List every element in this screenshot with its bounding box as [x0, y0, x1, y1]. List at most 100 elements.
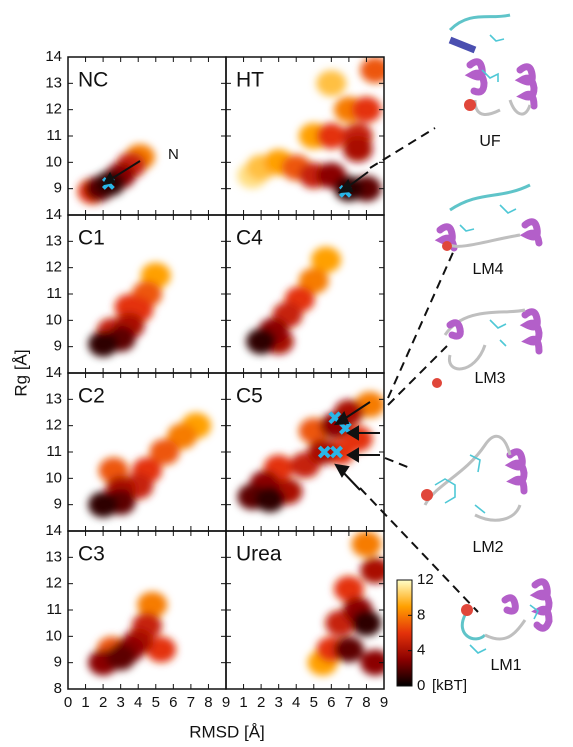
- y-tick-label: 10: [45, 627, 62, 644]
- density-blob: [311, 246, 342, 273]
- panel-label: C3: [78, 543, 105, 566]
- panel-label: HT: [236, 69, 264, 92]
- colorbar-tick-label: 12: [417, 571, 434, 588]
- x-tick-label: 9: [222, 694, 230, 711]
- structure-uf: [448, 13, 538, 116]
- structure-lm1: [461, 578, 553, 654]
- density: [307, 531, 384, 676]
- y-tick-label: 9: [54, 338, 62, 355]
- panel-label: Urea: [236, 543, 282, 566]
- y-tick-label: 13: [45, 548, 62, 565]
- panel: [88, 412, 212, 518]
- colorbar-tick-label: 0: [417, 677, 425, 694]
- y-tick-label: 14: [45, 522, 62, 539]
- density: [88, 412, 212, 518]
- density-blob: [360, 649, 384, 676]
- structure-label: LM1: [490, 657, 521, 674]
- density-blob: [254, 486, 285, 513]
- x-tick-label: 3: [274, 694, 282, 711]
- y-tick-label: 10: [45, 469, 62, 486]
- colorbar: [396, 579, 413, 687]
- y-tick-label: 11: [46, 127, 62, 144]
- density-blob: [351, 96, 382, 123]
- density-blob: [88, 331, 119, 358]
- structure-label: LM2: [472, 539, 503, 556]
- y-tick-label: 11: [46, 285, 62, 302]
- panel-label: NC: [78, 69, 108, 92]
- y-tick-label: 12: [45, 259, 62, 276]
- y-tick-label: 12: [45, 575, 62, 592]
- density: [237, 391, 384, 513]
- structure-lm3: [432, 308, 543, 388]
- y-tick-label: 11: [46, 443, 62, 460]
- y-tick-label: 14: [45, 48, 62, 65]
- panel-label: C2: [78, 385, 105, 408]
- x-tick-label: 6: [327, 694, 335, 711]
- density-blob: [342, 136, 373, 163]
- structure-label: UF: [479, 133, 501, 150]
- connectors: [359, 127, 479, 613]
- panel: [237, 57, 384, 202]
- x-tick-label: 5: [310, 694, 318, 711]
- x-tick-label: 8: [362, 694, 370, 711]
- panel: [307, 531, 384, 676]
- colorbar-tick-label: 4: [417, 642, 425, 659]
- y-tick-label: 9: [54, 180, 62, 197]
- x-tick-label: 2: [99, 694, 107, 711]
- y-tick-label: 14: [45, 206, 62, 223]
- x-tick-label: 7: [187, 694, 195, 711]
- x-tick-label: 8: [204, 694, 212, 711]
- marker: [330, 445, 344, 459]
- structure-lm2: [421, 434, 528, 522]
- marker: [317, 445, 331, 459]
- x-tick-label: 6: [169, 694, 177, 711]
- panel-label: C4: [236, 227, 263, 250]
- plots: NCN91011121314HTC191011121314C4C29101112…: [45, 48, 467, 711]
- structure-label: LM4: [472, 261, 503, 278]
- structure-lm4: [434, 183, 543, 252]
- x-axis-label: RMSD [Å]: [189, 722, 265, 741]
- density-blob: [360, 57, 384, 84]
- y-tick-label: 12: [45, 417, 62, 434]
- arrows: [101, 160, 380, 491]
- x-tick-label: 1: [81, 694, 89, 711]
- y-tick-label: 10: [45, 153, 62, 170]
- density-blob: [316, 70, 347, 97]
- density-blob: [137, 591, 168, 618]
- density-blob: [333, 636, 364, 663]
- x-tick-label: 2: [257, 694, 265, 711]
- y-tick-label: 13: [45, 232, 62, 249]
- panel-label: C1: [78, 227, 105, 250]
- y-tick-label: 11: [46, 601, 62, 618]
- panel: [77, 144, 155, 205]
- colorbar-tick-label: 8: [417, 606, 425, 623]
- y-tick-label: 12: [45, 101, 62, 118]
- y-tick-label: 10: [45, 311, 62, 328]
- density-blob: [114, 294, 145, 321]
- density-blob: [246, 328, 277, 355]
- density-blob: [333, 575, 364, 602]
- density-blob: [146, 636, 177, 663]
- y-tick-label: 8: [54, 680, 62, 697]
- x-tick-label: 9: [380, 694, 388, 711]
- x-tick-label: 0: [64, 694, 72, 711]
- panel: [88, 591, 177, 676]
- x-tick-label: 4: [292, 694, 300, 711]
- density-blob: [351, 531, 382, 558]
- x-tick-label: 5: [152, 694, 160, 711]
- density: [246, 246, 342, 355]
- density-blob: [88, 491, 119, 518]
- colorbar-unit: [kBT]: [432, 677, 467, 694]
- annotation: N: [168, 146, 179, 163]
- density: [88, 262, 171, 358]
- panel: [88, 262, 171, 358]
- panel: [237, 391, 384, 513]
- panel: [246, 246, 342, 355]
- density: [77, 144, 155, 205]
- density-blob: [351, 610, 382, 637]
- density-blob: [149, 439, 180, 465]
- density-blob: [316, 123, 347, 149]
- y-axis-label: Rg [Å]: [11, 349, 30, 396]
- panel-label: C5: [236, 385, 263, 408]
